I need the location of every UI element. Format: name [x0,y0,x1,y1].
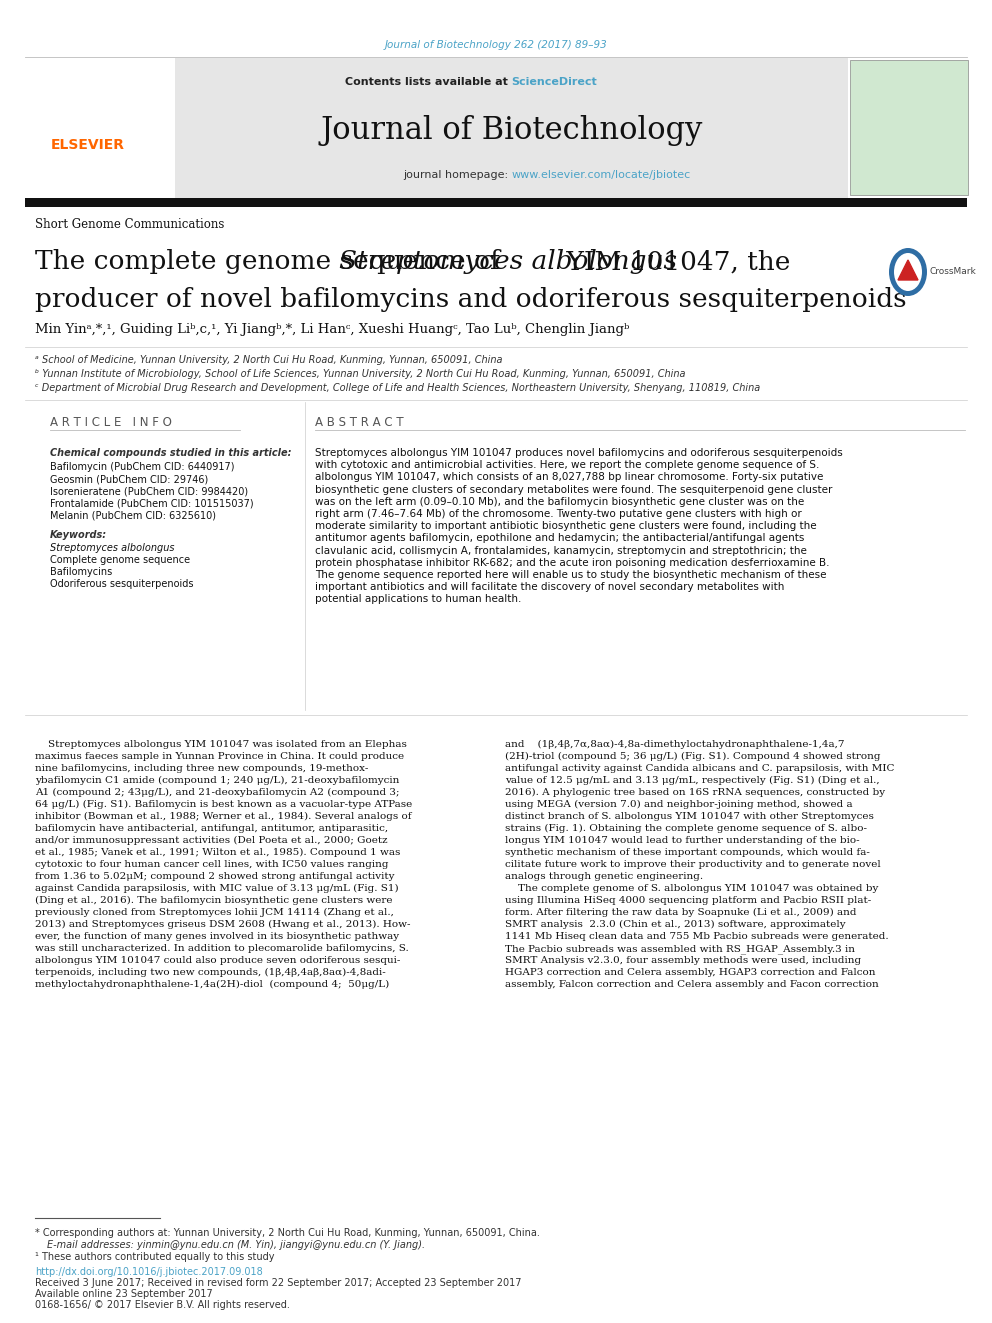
Text: Frontalamide (PubChem CID: 101515037): Frontalamide (PubChem CID: 101515037) [50,497,254,508]
Text: Chemical compounds studied in this article:: Chemical compounds studied in this artic… [50,448,292,458]
Text: previously cloned from Streptomyces lohii JCM 14114 (Zhang et al.,: previously cloned from Streptomyces lohi… [35,908,394,917]
Text: antitumor agents bafilomycin, epothilone and hedamycin; the antibacterial/antifu: antitumor agents bafilomycin, epothilone… [315,533,805,544]
Text: E-mail addresses: yinmin@ynu.edu.cn (M. Yin), jiangyi@ynu.edu.cn (Y. Jiang).: E-mail addresses: yinmin@ynu.edu.cn (M. … [47,1240,426,1250]
Text: Melanin (PubChem CID: 6325610): Melanin (PubChem CID: 6325610) [50,509,216,520]
Text: right arm (7.46–7.64 Mb) of the chromosome. Twenty-two putative gene clusters wi: right arm (7.46–7.64 Mb) of the chromoso… [315,509,802,519]
Text: methyloctahydronaphthalene-1,4a(2H)-diol  (compound 4;  50μg/L): methyloctahydronaphthalene-1,4a(2H)-diol… [35,980,389,990]
Text: bafilomycin have antibacterial, antifungal, antitumor, antiparasitic,: bafilomycin have antibacterial, antifung… [35,824,388,833]
Bar [25,198,967,206]
Text: ybafilomycin C1 amide (compound 1; 240 μg/L), 21-deoxybafilomycin: ybafilomycin C1 amide (compound 1; 240 μ… [35,777,400,785]
Text: ScienceDirect: ScienceDirect [512,77,597,87]
Text: Streptomyces albolongus YIM 101047 was isolated from an Elephas: Streptomyces albolongus YIM 101047 was i… [35,740,407,749]
Text: synthetic mechanism of these important compounds, which would fa-: synthetic mechanism of these important c… [505,848,870,857]
Text: Bafilomycins: Bafilomycins [50,568,112,577]
Text: Streptomyces albolongus: Streptomyces albolongus [50,542,175,553]
Text: albolongus YIM 101047 could also produce seven odoriferous sesqui-: albolongus YIM 101047 could also produce… [35,957,401,964]
Text: 2016). A phylogenic tree based on 16S rRNA sequences, constructed by: 2016). A phylogenic tree based on 16S rR… [505,789,885,798]
Text: and/or immunosuppressant activities (Del Poeta et al., 2000; Goetz: and/or immunosuppressant activities (Del… [35,836,388,845]
Text: ᶜ Department of Microbial Drug Research and Development, College of Life and Hea: ᶜ Department of Microbial Drug Research … [35,382,760,393]
Text: ELSEVIER: ELSEVIER [51,138,125,152]
Text: Geosmin (PubChem CID: 29746): Geosmin (PubChem CID: 29746) [50,474,208,484]
Text: Isorenieratene (PubChem CID: 9984420): Isorenieratene (PubChem CID: 9984420) [50,486,248,496]
Text: moderate similarity to important antibiotic biosynthetic gene clusters were foun: moderate similarity to important antibio… [315,521,816,532]
Text: was on the left arm (0.09–0.10 Mb), and the bafilomycin biosynthetic gene cluste: was on the left arm (0.09–0.10 Mb), and … [315,497,805,507]
Text: longus YIM 101047 would lead to further understanding of the bio-: longus YIM 101047 would lead to further … [505,836,860,845]
Text: 2013) and Streptomyces griseus DSM 2608 (Hwang et al., 2013). How-: 2013) and Streptomyces griseus DSM 2608 … [35,919,411,929]
Text: Bafilomycin (PubChem CID: 6440917): Bafilomycin (PubChem CID: 6440917) [50,462,234,472]
Text: using MEGA (version 7.0) and neighbor-joining method, showed a: using MEGA (version 7.0) and neighbor-jo… [505,800,853,810]
Text: CrossMark: CrossMark [930,267,977,277]
Text: Streptomyces albolongus: Streptomyces albolongus [339,250,677,274]
Text: www.elsevier.com/locate/jbiotec: www.elsevier.com/locate/jbiotec [512,169,690,180]
Text: producer of novel bafilomycins and odoriferous sesquiterpenoids: producer of novel bafilomycins and odori… [35,287,907,312]
Text: Available online 23 September 2017: Available online 23 September 2017 [35,1289,212,1299]
Text: with cytotoxic and antimicrobial activities. Here, we report the complete genome: with cytotoxic and antimicrobial activit… [315,460,819,470]
Text: value of 12.5 μg/mL and 3.13 μg/mL, respectively (Fig. S1) (Ding et al.,: value of 12.5 μg/mL and 3.13 μg/mL, resp… [505,777,880,785]
Text: terpenoids, including two new compounds, (1β,4β,4aβ,8aα)-4,8adi-: terpenoids, including two new compounds,… [35,968,386,978]
Text: 1141 Mb Hiseq clean data and 755 Mb Pacbio subreads were generated.: 1141 Mb Hiseq clean data and 755 Mb Pacb… [505,931,889,941]
Text: http://dx.doi.org/10.1016/j.jbiotec.2017.09.018: http://dx.doi.org/10.1016/j.jbiotec.2017… [35,1267,263,1277]
Text: Min Yinᵃ,*,¹, Guiding Liᵇ,c,¹, Yi Jiangᵇ,*, Li Hanᶜ, Xueshi Huangᶜ, Tao Luᵇ, Che: Min Yinᵃ,*,¹, Guiding Liᵇ,c,¹, Yi Jiangᵇ… [35,324,629,336]
Ellipse shape [894,253,922,291]
Text: Journal of Biotechnology 262 (2017) 89–93: Journal of Biotechnology 262 (2017) 89–9… [385,40,607,50]
Text: albolongus YIM 101047, which consists of an 8,027,788 bp linear chromosome. Fort: albolongus YIM 101047, which consists of… [315,472,823,483]
Text: distinct branch of S. albolongus YIM 101047 with other Streptomyces: distinct branch of S. albolongus YIM 101… [505,812,874,822]
Polygon shape [898,261,918,280]
Text: from 1.36 to 5.02μM; compound 2 showed strong antifungal activity: from 1.36 to 5.02μM; compound 2 showed s… [35,872,395,881]
Text: against Candida parapsilosis, with MIC value of 3.13 μg/mL (Fig. S1): against Candida parapsilosis, with MIC v… [35,884,399,893]
Text: Journal of Biotechnology: Journal of Biotechnology [320,115,702,146]
Text: The complete genome sequence of: The complete genome sequence of [35,250,508,274]
Text: ¹ These authors contributed equally to this study: ¹ These authors contributed equally to t… [35,1252,275,1262]
Text: et al., 1985; Vanek et al., 1991; Wilton et al., 1985). Compound 1 was: et al., 1985; Vanek et al., 1991; Wilton… [35,848,401,857]
Text: The genome sequence reported here will enable us to study the biosynthetic mecha: The genome sequence reported here will e… [315,570,826,579]
Text: * Corresponding authors at: Yunnan University, 2 North Cui Hu Road, Kunming, Yun: * Corresponding authors at: Yunnan Unive… [35,1228,540,1238]
Text: important antibiotics and will facilitate the discovery of novel secondary metab: important antibiotics and will facilitat… [315,582,785,593]
Text: using Illumina HiSeq 4000 sequencing platform and Pacbio RSII plat-: using Illumina HiSeq 4000 sequencing pla… [505,896,871,905]
Text: A B S T R A C T: A B S T R A C T [315,415,404,429]
Text: ever, the function of many genes involved in its biosynthetic pathway: ever, the function of many genes involve… [35,931,399,941]
Text: form. After filtering the raw data by Soapnuke (Li et al., 2009) and: form. After filtering the raw data by So… [505,908,856,917]
Text: (Ding et al., 2016). The bafilomycin biosynthetic gene clusters were: (Ding et al., 2016). The bafilomycin bio… [35,896,393,905]
Text: potential applications to human health.: potential applications to human health. [315,594,522,605]
Text: journal homepage:: journal homepage: [403,169,512,180]
Text: YIM 101047, the: YIM 101047, the [558,250,790,274]
Text: The Pacbio subreads was assembled with RS_HGAP_Assembly.3 in: The Pacbio subreads was assembled with R… [505,945,855,954]
Text: (2H)-triol (compound 5; 36 μg/L) (Fig. S1). Compound 4 showed strong: (2H)-triol (compound 5; 36 μg/L) (Fig. S… [505,751,881,761]
Text: Complete genome sequence: Complete genome sequence [50,556,190,565]
Text: and    (1β,4β,7α,8aα)-4,8a-dimethyloctahydronaphthalene-1,4a,7: and (1β,4β,7α,8aα)-4,8a-dimethyloctahydr… [505,740,844,749]
Text: Keywords:: Keywords: [50,531,107,540]
Text: was still uncharacterized. In addition to plecomarolide bafilomycins, S.: was still uncharacterized. In addition t… [35,945,409,953]
Text: cilitate future work to improve their productivity and to generate novel: cilitate future work to improve their pr… [505,860,881,869]
Text: ᵇ Yunnan Institute of Microbiology, School of Life Sciences, Yunnan University, : ᵇ Yunnan Institute of Microbiology, Scho… [35,369,685,378]
Text: Contents lists available at: Contents lists available at [345,77,512,87]
Text: Odoriferous sesquiterpenoids: Odoriferous sesquiterpenoids [50,579,193,589]
Text: clavulanic acid, collismycin A, frontalamides, kanamycin, streptomycin and strep: clavulanic acid, collismycin A, frontala… [315,545,806,556]
Text: cytotoxic to four human cancer cell lines, with IC50 values ranging: cytotoxic to four human cancer cell line… [35,860,389,869]
Bar [175,58,848,198]
Bar [850,60,968,194]
Text: inhibitor (Bowman et al., 1988; Werner et al., 1984). Several analogs of: inhibitor (Bowman et al., 1988; Werner e… [35,812,412,822]
Text: assembly, Falcon correction and Celera assembly and Facon correction: assembly, Falcon correction and Celera a… [505,980,879,990]
Text: analogs through genetic engineering.: analogs through genetic engineering. [505,872,703,881]
Text: Received 3 June 2017; Received in revised form 22 September 2017; Accepted 23 Se: Received 3 June 2017; Received in revise… [35,1278,522,1289]
Text: A1 (compound 2; 43μg/L), and 21-deoxybafilomycin A2 (compound 3;: A1 (compound 2; 43μg/L), and 21-deoxybaf… [35,789,400,798]
Text: nine bafilomycins, including three new compounds, 19-methox-: nine bafilomycins, including three new c… [35,763,368,773]
Text: A R T I C L E   I N F O: A R T I C L E I N F O [50,415,172,429]
Text: Short Genome Communications: Short Genome Communications [35,218,224,232]
Text: 64 μg/L) (Fig. S1). Bafilomycin is best known as a vacuolar-type ATPase: 64 μg/L) (Fig. S1). Bafilomycin is best … [35,800,413,810]
Text: Streptomyces albolongus YIM 101047 produces novel bafilomycins and odoriferous s: Streptomyces albolongus YIM 101047 produ… [315,448,843,458]
Text: strains (Fig. 1). Obtaining the complete genome sequence of S. albo-: strains (Fig. 1). Obtaining the complete… [505,824,867,833]
Text: protein phosphatase inhibitor RK-682; and the acute iron poisoning medication de: protein phosphatase inhibitor RK-682; an… [315,558,829,568]
Text: SMRT analysis  2.3.0 (Chin et al., 2013) software, approximately: SMRT analysis 2.3.0 (Chin et al., 2013) … [505,919,845,929]
Text: 0168-1656/ © 2017 Elsevier B.V. All rights reserved.: 0168-1656/ © 2017 Elsevier B.V. All righ… [35,1301,290,1310]
Text: ᵃ School of Medicine, Yunnan University, 2 North Cui Hu Road, Kunming, Yunnan, 6: ᵃ School of Medicine, Yunnan University,… [35,355,503,365]
Text: antifungal activity against Candida albicans and C. parapsilosis, with MIC: antifungal activity against Candida albi… [505,763,895,773]
Text: biosynthetic gene clusters of secondary metabolites were found. The sesquiterpen: biosynthetic gene clusters of secondary … [315,484,832,495]
Text: SMRT Analysis v2.3.0, four assembly methods were used, including: SMRT Analysis v2.3.0, four assembly meth… [505,957,861,964]
Text: maximus faeces sample in Yunnan Province in China. It could produce: maximus faeces sample in Yunnan Province… [35,751,404,761]
Ellipse shape [889,247,927,296]
Text: The complete genome of S. albolongus YIM 101047 was obtained by: The complete genome of S. albolongus YIM… [505,884,878,893]
Text: HGAP3 correction and Celera assembly, HGAP3 correction and Falcon: HGAP3 correction and Celera assembly, HG… [505,968,876,976]
